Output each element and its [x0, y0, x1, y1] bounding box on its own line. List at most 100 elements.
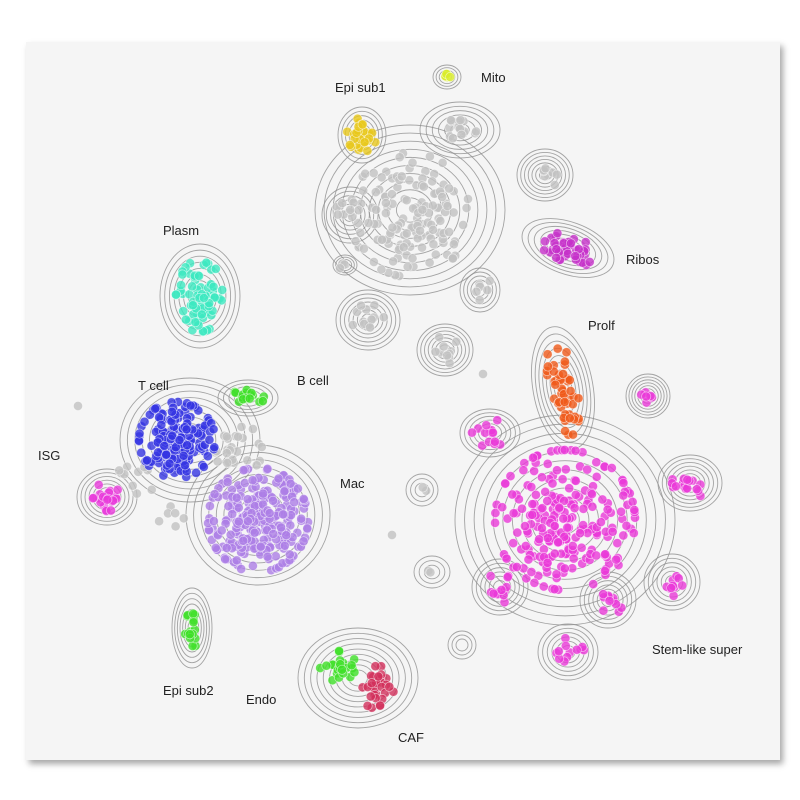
point-stem-like-super	[604, 595, 615, 606]
point-stem-like-super	[553, 537, 564, 548]
point-t-cell	[180, 460, 190, 471]
gray-point	[131, 488, 142, 499]
point-stem-like-super	[567, 541, 578, 551]
density-contour	[459, 408, 521, 458]
point-mac	[221, 543, 232, 553]
point-ribos	[539, 236, 550, 247]
gray-point	[365, 322, 375, 333]
point-plasm	[198, 293, 209, 303]
gray-point	[418, 181, 429, 192]
point-mac	[279, 540, 290, 551]
cluster-label-plasm: Plasm	[163, 223, 199, 238]
gray-point	[434, 332, 445, 343]
point-ribos	[565, 238, 576, 249]
point-ribos	[552, 228, 563, 239]
gray-point	[474, 295, 485, 305]
point-prolf	[543, 361, 553, 372]
point-stem-like-super	[682, 474, 693, 485]
point-t-cell	[167, 406, 177, 417]
point-prolf	[568, 429, 578, 440]
point-stem-like-super	[621, 520, 632, 531]
point-stem-like-super	[517, 503, 527, 514]
density-contour	[316, 643, 400, 713]
density-contour	[459, 267, 501, 313]
point-stem-like-super	[542, 496, 553, 506]
gray-point	[251, 460, 262, 471]
point-prolf	[550, 379, 561, 390]
point-mac	[238, 465, 249, 476]
point-epi-sub1	[357, 119, 368, 130]
point-stem-like-super	[600, 565, 610, 576]
gray-point	[380, 208, 391, 219]
point-caf	[375, 700, 386, 711]
point-stem-like-super	[513, 494, 524, 505]
point-mac	[285, 478, 296, 489]
point-mac	[233, 516, 244, 527]
cluster-label-stem-like-super: Stem-like super	[652, 642, 743, 657]
point-caf	[384, 681, 395, 692]
point-stem-like-super	[628, 528, 639, 539]
gray-point	[222, 458, 233, 468]
gray-point	[425, 567, 436, 578]
gray-point	[482, 285, 493, 296]
density-contour	[542, 627, 594, 677]
gray-point	[170, 508, 181, 519]
point-epi-sub1	[359, 137, 370, 148]
point-mac	[242, 516, 253, 527]
point-stem-like-super	[591, 471, 602, 482]
point-stem-like-super	[534, 534, 545, 545]
density-contour	[533, 225, 603, 271]
point-stem-like-super	[526, 482, 537, 492]
point-isg	[102, 494, 113, 505]
point-stem-like-super	[502, 572, 513, 583]
point-stem-like-super	[520, 521, 530, 532]
point-caf	[373, 671, 384, 682]
density-contour	[419, 101, 501, 159]
cluster-label-mito: Mito	[481, 70, 506, 85]
point-mac	[262, 463, 273, 474]
gray-point	[371, 204, 382, 215]
density-contour	[520, 152, 570, 198]
density-contour	[314, 124, 506, 296]
density-contour	[447, 630, 477, 660]
gray-point	[417, 242, 427, 253]
point-stem-like-super	[501, 553, 512, 564]
cluster-label-epi-sub2: Epi sub2	[163, 683, 214, 698]
point-mac	[268, 495, 278, 506]
point-caf	[365, 691, 376, 702]
density-contour	[521, 218, 615, 278]
point-stem-like-super	[518, 465, 529, 476]
point-stem-like-super	[557, 474, 568, 485]
gray-point	[178, 513, 189, 524]
gray-point	[221, 448, 232, 459]
point-stem-like-super	[595, 517, 606, 528]
density-contour	[322, 648, 394, 708]
density-contour	[176, 598, 208, 658]
point-prolf	[558, 369, 569, 379]
point-caf	[370, 661, 381, 672]
gray-point	[401, 195, 412, 206]
density-contour	[159, 243, 241, 349]
point-mac	[222, 477, 233, 488]
point-prolf	[564, 413, 575, 424]
point-t-cell	[204, 434, 215, 445]
point-prolf	[573, 393, 584, 404]
gray-point	[424, 257, 435, 268]
density-contour	[475, 562, 525, 612]
point-stem-like-super	[553, 646, 564, 657]
point-t-cell	[178, 450, 189, 461]
point-stem-like-super	[629, 505, 640, 515]
point-stem-like-super	[552, 465, 562, 476]
gray-point	[376, 264, 387, 275]
point-stem-like-super	[570, 475, 581, 486]
point-t-cell	[136, 447, 147, 458]
point-mac	[225, 529, 236, 540]
point-stem-like-super	[489, 436, 500, 447]
point-mac	[289, 497, 300, 508]
density-contour	[410, 478, 434, 502]
point-t-cell	[159, 441, 170, 451]
density-contour	[592, 584, 624, 616]
density-contour	[164, 249, 236, 343]
point-stem-like-super	[559, 563, 570, 574]
density-contour	[84, 476, 130, 518]
